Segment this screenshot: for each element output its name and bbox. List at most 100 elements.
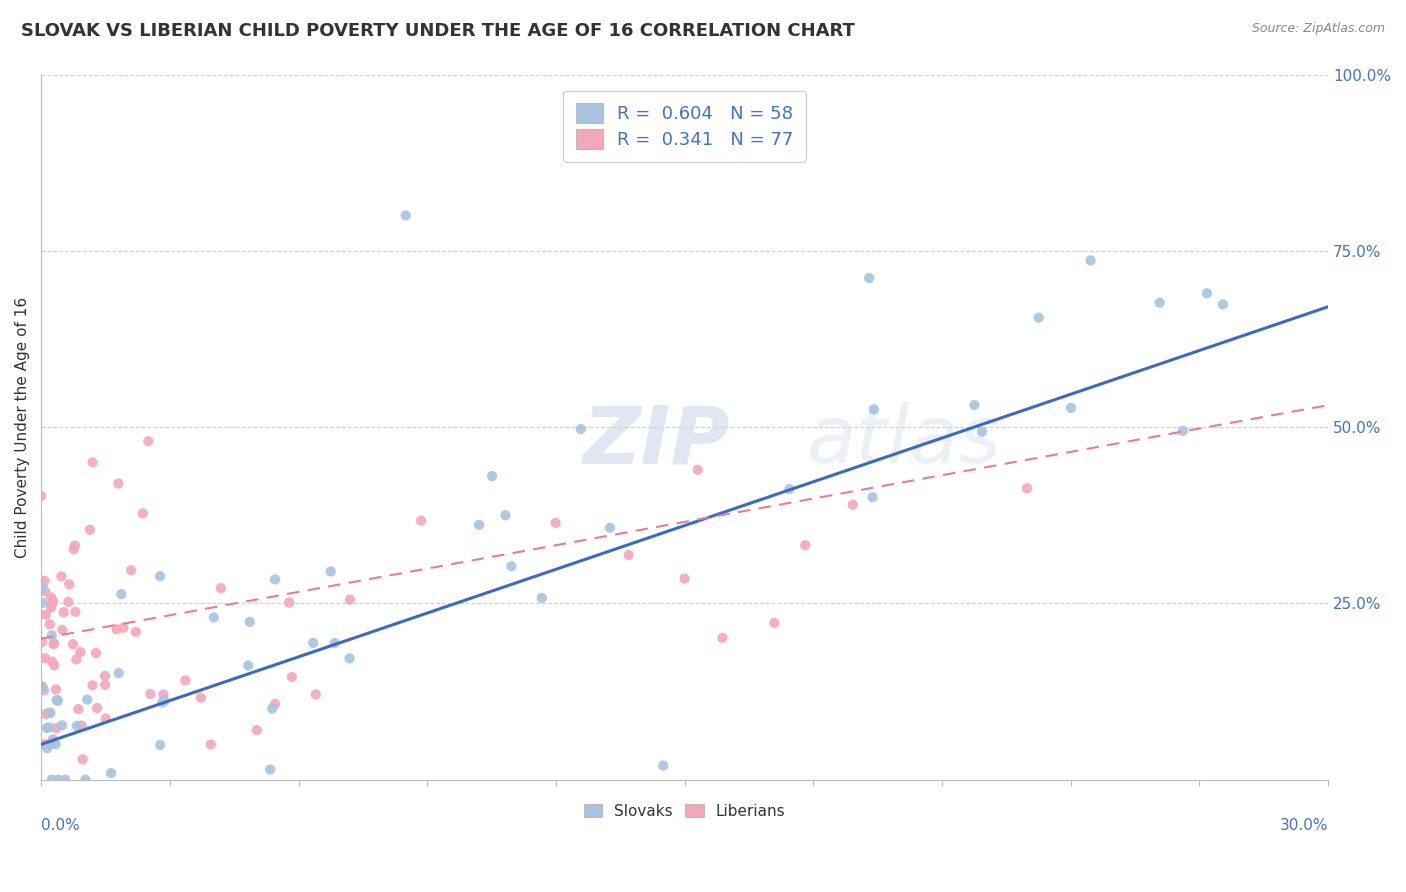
Point xyxy=(259,763,281,777)
Point xyxy=(30,489,52,503)
Point xyxy=(1212,297,1234,311)
Point xyxy=(617,548,640,562)
Point xyxy=(42,594,65,608)
Point xyxy=(62,637,84,651)
Point xyxy=(82,455,104,469)
Text: ZIP: ZIP xyxy=(582,402,730,480)
Point xyxy=(110,587,132,601)
Point xyxy=(35,707,58,722)
Point xyxy=(34,651,56,665)
Point xyxy=(34,737,56,751)
Point xyxy=(323,636,346,650)
Point xyxy=(863,402,886,417)
Point xyxy=(34,584,56,599)
Point xyxy=(32,737,55,751)
Point xyxy=(35,721,58,735)
Point xyxy=(468,517,491,532)
Point xyxy=(673,572,696,586)
Point xyxy=(65,652,87,666)
Point xyxy=(94,711,117,725)
Point xyxy=(107,476,129,491)
Text: Source: ZipAtlas.com: Source: ZipAtlas.com xyxy=(1251,22,1385,36)
Point xyxy=(200,738,222,752)
Point xyxy=(45,693,67,707)
Point xyxy=(501,559,523,574)
Point xyxy=(239,615,262,629)
Point xyxy=(94,669,117,683)
Point xyxy=(31,679,53,693)
Point xyxy=(202,610,225,624)
Point xyxy=(82,678,104,692)
Point xyxy=(858,271,880,285)
Point xyxy=(339,592,361,607)
Point xyxy=(39,591,62,605)
Point xyxy=(42,732,65,747)
Point xyxy=(305,687,328,701)
Text: 0.0%: 0.0% xyxy=(41,818,80,833)
Point xyxy=(52,605,75,619)
Point xyxy=(41,772,63,787)
Point xyxy=(84,646,107,660)
Point xyxy=(262,701,284,715)
Y-axis label: Child Poverty Under the Age of 16: Child Poverty Under the Age of 16 xyxy=(15,296,30,558)
Point xyxy=(711,631,734,645)
Point xyxy=(686,463,709,477)
Point xyxy=(31,635,53,649)
Point xyxy=(395,209,418,223)
Point xyxy=(495,508,517,523)
Point xyxy=(1171,424,1194,438)
Point xyxy=(42,637,65,651)
Point xyxy=(209,581,232,595)
Point xyxy=(45,737,67,751)
Point xyxy=(65,605,87,619)
Point xyxy=(125,624,148,639)
Point xyxy=(963,398,986,412)
Text: SLOVAK VS LIBERIAN CHILD POVERTY UNDER THE AGE OF 16 CORRELATION CHART: SLOVAK VS LIBERIAN CHILD POVERTY UNDER T… xyxy=(21,22,855,40)
Point xyxy=(51,718,73,732)
Point xyxy=(794,538,817,552)
Point xyxy=(42,734,65,748)
Point xyxy=(842,498,865,512)
Point xyxy=(105,622,128,636)
Point xyxy=(599,521,621,535)
Point xyxy=(76,692,98,706)
Point xyxy=(530,591,553,605)
Point xyxy=(264,697,287,711)
Point xyxy=(51,623,73,637)
Point xyxy=(41,734,63,748)
Point xyxy=(139,687,162,701)
Point xyxy=(1080,253,1102,268)
Point xyxy=(48,772,70,787)
Point xyxy=(38,617,60,632)
Point xyxy=(569,422,592,436)
Point xyxy=(278,596,301,610)
Point xyxy=(970,425,993,439)
Point xyxy=(149,569,172,583)
Point xyxy=(652,758,675,772)
Point xyxy=(42,636,65,650)
Point xyxy=(763,615,786,630)
Text: 30.0%: 30.0% xyxy=(1279,818,1329,833)
Point xyxy=(39,600,62,615)
Point xyxy=(409,514,432,528)
Point xyxy=(62,542,84,557)
Point xyxy=(72,752,94,766)
Point xyxy=(112,621,135,635)
Point xyxy=(58,577,80,591)
Point xyxy=(39,706,62,720)
Point xyxy=(190,690,212,705)
Point xyxy=(174,673,197,688)
Point xyxy=(149,738,172,752)
Point xyxy=(34,574,56,588)
Point xyxy=(70,718,93,732)
Point xyxy=(1195,286,1218,301)
Point xyxy=(100,766,122,780)
Point xyxy=(246,723,269,738)
Point xyxy=(37,741,59,756)
Point xyxy=(41,655,63,669)
Point xyxy=(41,628,63,642)
Point xyxy=(1149,296,1171,310)
Point xyxy=(69,645,91,659)
Point xyxy=(319,565,342,579)
Point xyxy=(281,670,304,684)
